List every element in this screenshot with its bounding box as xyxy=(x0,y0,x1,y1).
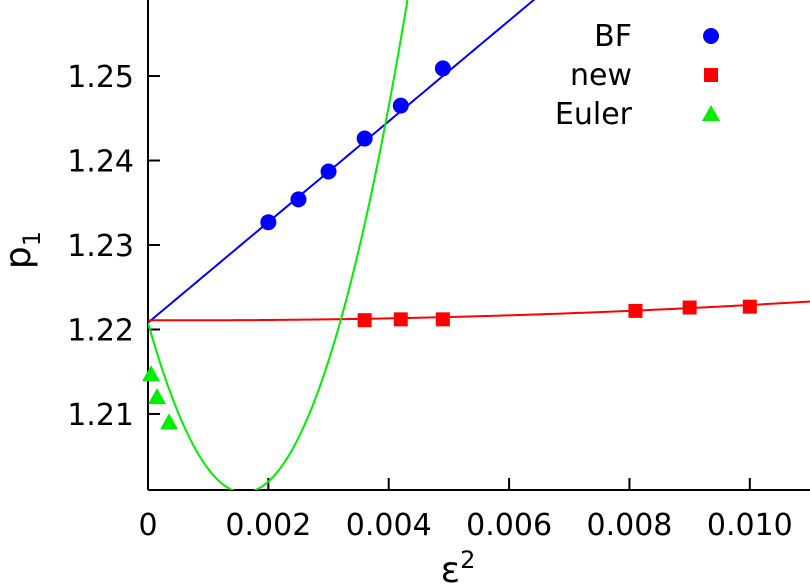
y-tick-label: 1.21 xyxy=(67,398,134,433)
data-point-new xyxy=(682,300,697,315)
data-point-bf xyxy=(392,97,409,114)
legend: BF new Euler xyxy=(555,19,720,132)
axis-ticks xyxy=(147,75,751,490)
data-point-new xyxy=(435,312,450,327)
data-point-euler xyxy=(148,388,167,405)
x-tick-label: 0 xyxy=(138,508,157,543)
x-tick-label: 0.004 xyxy=(346,508,432,543)
legend-label-new: new xyxy=(570,58,632,93)
x-axis-label-superscript: 2 xyxy=(460,546,475,574)
legend-marker-bf xyxy=(703,28,719,44)
data-point-new xyxy=(742,299,757,314)
fit-line-euler xyxy=(148,0,409,490)
legend-label-euler: Euler xyxy=(555,97,633,132)
y-tick-label: 1.25 xyxy=(67,60,134,95)
fit-line-bf xyxy=(148,0,536,324)
x-axis-label: ε2 xyxy=(441,546,476,587)
data-points xyxy=(142,60,757,430)
y-tick-label: 1.24 xyxy=(67,145,134,180)
data-point-euler xyxy=(160,413,179,430)
data-point-new xyxy=(393,312,408,327)
legend-marker-new xyxy=(704,68,718,82)
data-point-bf xyxy=(320,163,337,180)
data-point-euler xyxy=(142,365,161,382)
y-axis-label: p1 xyxy=(0,231,46,269)
x-tick-label: 0.008 xyxy=(587,508,673,543)
y-tick-label: 1.23 xyxy=(67,229,134,264)
data-point-bf xyxy=(434,60,451,77)
fit-curves xyxy=(148,0,810,490)
tick-labels: 0 0.002 0.004 0.006 0.008 0.010 1.21 1.22 1.23 1.… xyxy=(67,60,793,543)
fit-line-new xyxy=(148,300,810,322)
legend-marker-euler xyxy=(702,105,720,121)
data-point-bf xyxy=(260,214,277,231)
y-axis-label-subscript: 1 xyxy=(18,231,46,246)
y-tick-label: 1.22 xyxy=(67,313,134,348)
x-tick-label: 0.010 xyxy=(707,508,793,543)
legend-label-bf: BF xyxy=(594,19,632,54)
data-point-bf xyxy=(356,130,373,147)
x-tick-label: 0.006 xyxy=(466,508,552,543)
x-tick-label: 0.002 xyxy=(225,508,311,543)
data-point-new xyxy=(628,303,643,318)
data-point-bf xyxy=(290,191,307,208)
data-point-new xyxy=(357,313,372,328)
